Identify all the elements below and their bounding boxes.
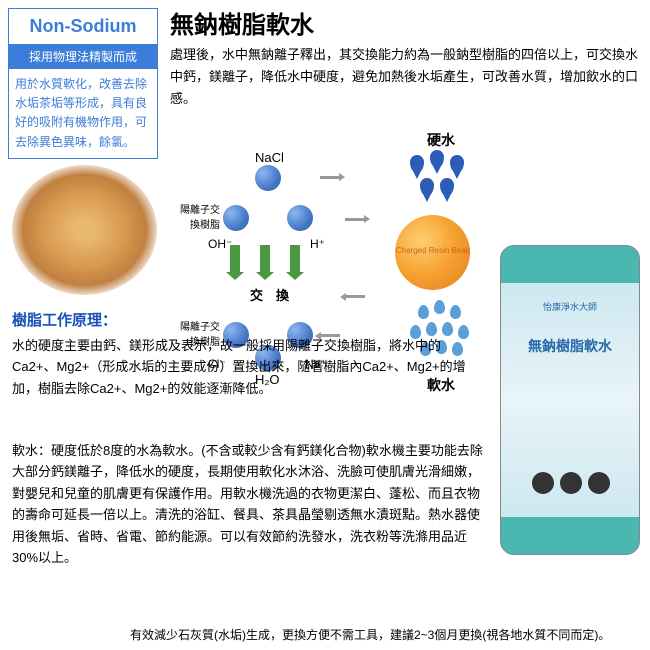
hard-water-drops	[405, 150, 475, 210]
oh-label: OH⁻	[208, 235, 232, 253]
non-sodium-badge: Non-Sodium	[9, 9, 157, 45]
page-title: 無鈉樹脂軟水	[170, 8, 314, 44]
ion-node	[255, 165, 281, 191]
hard-water-label: 硬水	[427, 130, 455, 151]
arrow-icon	[320, 176, 340, 179]
drop-icon	[440, 178, 454, 196]
intro-text: 處理後，水中無鈉離子釋出，其交換能力約為一般鈉型樹脂的四倍以上，可交換水中鈣，鎂…	[170, 44, 640, 110]
drop-icon	[410, 155, 424, 173]
drop-icon	[442, 322, 453, 336]
principle-text: 水的硬度主要由鈣、鎂形成及表示，故一般採用陽離子交換樹脂，將水中的Ca2+、Mg…	[12, 335, 472, 399]
wqa-badge-icon	[560, 472, 582, 494]
ion-node	[287, 205, 313, 231]
drop-icon	[450, 155, 464, 173]
filter-cartridge-icon: 怡康淨水大師 無鈉樹脂軟水	[500, 245, 640, 555]
sidebar-description: 用於水質軟化，改善去除水垢茶垢等形成，具有良好的吸附有機物作用，可去除異色異味，…	[9, 69, 157, 158]
filter-label: 無鈉樹脂軟水	[501, 336, 639, 357]
bead-label: Charged Resin Bead	[393, 245, 473, 257]
arrow-icon	[345, 218, 365, 221]
drop-icon	[426, 322, 437, 336]
footer-note: 有效減少石灰質(水垢)生成，更換方便不需工具，建議2~3個月更換(視各地水質不同…	[130, 626, 610, 644]
ion-node	[223, 205, 249, 231]
nsf-badge-icon	[532, 472, 554, 494]
cert-badge-icon	[588, 472, 610, 494]
exchange-arrow-icon	[230, 245, 240, 273]
method-badge: 採用物理法精製而成	[9, 45, 157, 69]
drop-icon	[434, 300, 445, 314]
resin-photo	[12, 165, 157, 295]
exchange-arrow-icon	[290, 245, 300, 273]
cation-resin-label-1: 陽離子交換樹脂	[175, 203, 220, 233]
filter-product: 怡康淨水大師 無鈉樹脂軟水	[500, 245, 640, 555]
h-label: H⁺	[310, 235, 325, 253]
principle-heading: 樹脂工作原理：	[12, 310, 117, 333]
drop-icon	[430, 150, 444, 168]
exchange-label: 交 換	[250, 286, 289, 306]
arrow-icon	[345, 295, 365, 298]
drop-icon	[450, 305, 461, 319]
drop-icon	[420, 178, 434, 196]
sidebar-box: Non-Sodium 採用物理法精製而成 用於水質軟化，改善去除水垢茶垢等形成，…	[8, 8, 158, 159]
soft-water-text: 軟水：硬度低於8度的水為軟水。(不含或較少含有鈣鎂化合物)軟水機主要功能去除大部…	[12, 440, 492, 569]
exchange-arrow-icon	[260, 245, 270, 273]
drop-icon	[418, 305, 429, 319]
filter-brand: 怡康淨水大師	[501, 301, 639, 315]
certification-badges	[516, 472, 626, 494]
